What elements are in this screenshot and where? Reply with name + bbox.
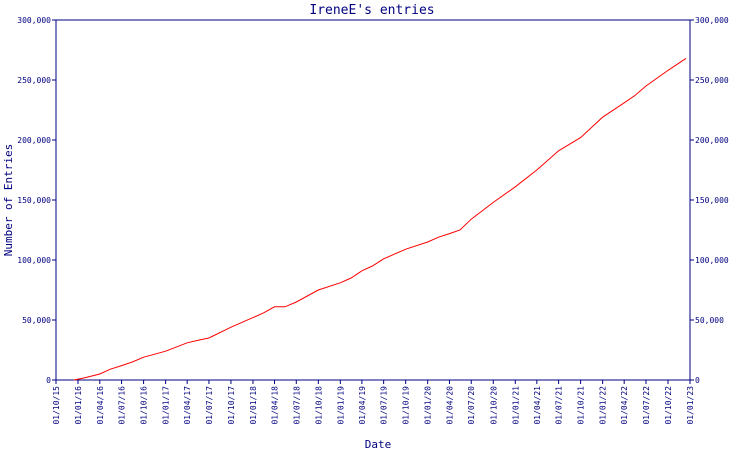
x-tick-label: 01/10/16 — [140, 386, 149, 425]
x-tick-label: 01/01/18 — [249, 386, 258, 425]
y-tick-label-right: 0 — [695, 376, 700, 385]
y-tick-label-right: 300,000 — [695, 16, 729, 25]
x-tick-label: 01/01/22 — [599, 386, 608, 425]
x-tick-label: 01/07/21 — [555, 386, 564, 425]
series-line — [73, 57, 687, 381]
y-axis-ticks: 0 0 50,000 50,000 100,000 100,000 150,000 150,0… — [17, 16, 729, 385]
x-tick-label: 01/07/22 — [642, 386, 651, 425]
x-tick-label: 01/10/15 — [52, 386, 61, 425]
y-tick-label-right: 250,000 — [695, 76, 729, 85]
x-tick-label: 01/07/19 — [380, 386, 389, 425]
y-tick-label-right: 50,000 — [695, 316, 724, 325]
x-tick-label: 01/01/19 — [336, 386, 345, 425]
x-axis-ticks: 01/10/15 01/01/16 01/04/16 01/07/16 01/10/16… — [52, 380, 695, 425]
x-tick-label: 01/07/20 — [467, 386, 476, 425]
x-axis-label: Date — [365, 438, 392, 450]
x-tick-label: 01/04/18 — [271, 386, 280, 425]
y-tick-label-right: 100,000 — [695, 256, 729, 265]
x-tick-label: 01/01/16 — [74, 386, 83, 425]
x-tick-label: 01/04/19 — [358, 386, 367, 425]
y-tick-label-left: 0 — [46, 376, 51, 385]
y-tick-label-left: 200,000 — [17, 136, 51, 145]
x-tick-label: 01/10/20 — [489, 386, 498, 425]
x-tick-label: 01/10/17 — [227, 386, 236, 425]
x-tick-label: 01/07/17 — [205, 386, 214, 425]
x-tick-label: 01/07/18 — [292, 386, 301, 425]
y-tick-label-left: 250,000 — [17, 76, 51, 85]
y-tick-label-left: 50,000 — [22, 316, 51, 325]
y-tick-label-left: 100,000 — [17, 256, 51, 265]
x-tick-label: 01/01/21 — [511, 386, 520, 425]
x-tick-label: 01/04/21 — [533, 386, 542, 425]
x-tick-label: 01/10/21 — [577, 386, 586, 425]
x-tick-label: 01/07/16 — [118, 386, 127, 425]
x-tick-label: 01/04/16 — [96, 386, 105, 425]
x-tick-label: 01/01/17 — [162, 386, 171, 425]
x-tick-label: 01/04/22 — [620, 386, 629, 425]
x-tick-label: 01/01/23 — [686, 386, 695, 425]
x-tick-label: 01/10/19 — [402, 386, 411, 425]
y-tick-label-left: 300,000 — [17, 16, 51, 25]
chart-title: IreneE's entries — [309, 3, 434, 18]
x-tick-label: 01/10/18 — [314, 386, 323, 425]
y-tick-label-right: 150,000 — [695, 196, 729, 205]
y-tick-label-right: 200,000 — [695, 136, 729, 145]
x-tick-label: 01/10/22 — [664, 386, 673, 425]
x-tick-label: 01/01/20 — [424, 386, 433, 425]
y-axis-label: Number of Entries — [2, 144, 15, 257]
x-tick-label: 01/04/20 — [445, 386, 454, 425]
plot-frame — [55, 19, 691, 381]
y-tick-label-left: 150,000 — [17, 196, 51, 205]
x-tick-label: 01/04/17 — [183, 386, 192, 425]
